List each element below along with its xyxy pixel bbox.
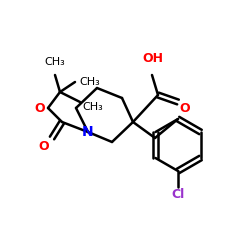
Text: N: N (82, 125, 94, 139)
Text: OH: OH (142, 52, 164, 64)
Text: Cl: Cl (172, 188, 184, 202)
Text: O: O (180, 102, 190, 114)
Text: CH₃: CH₃ (80, 77, 100, 87)
Text: CH₃: CH₃ (82, 102, 103, 112)
Text: CH₃: CH₃ (44, 57, 66, 67)
Text: O: O (39, 140, 49, 152)
Text: O: O (35, 102, 45, 114)
